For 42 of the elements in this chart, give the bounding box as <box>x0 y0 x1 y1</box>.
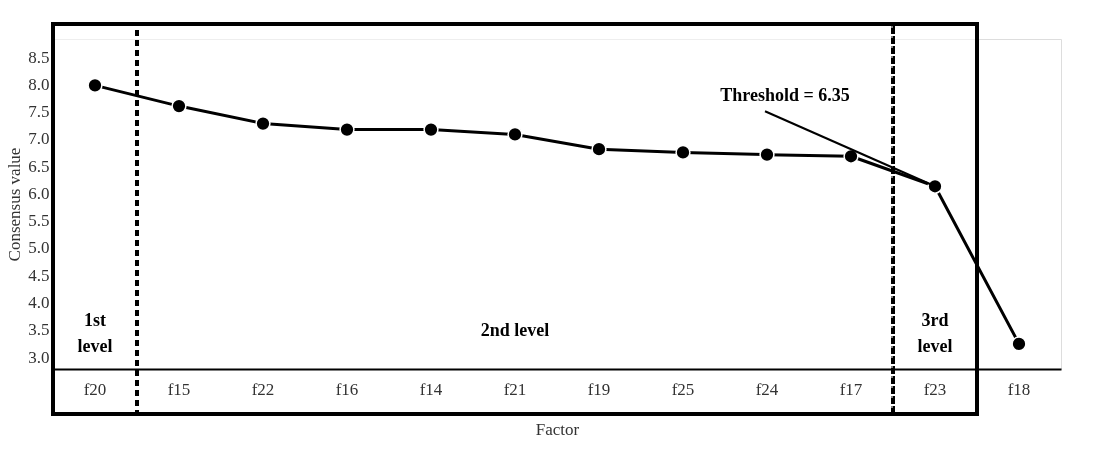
band-label: 3rd level <box>917 310 953 356</box>
band-label: 1st level <box>77 310 113 356</box>
point <box>927 178 943 194</box>
x-tick-label: f23 <box>923 379 947 399</box>
y-tick-label: 7.0 <box>28 129 50 149</box>
point <box>423 121 439 138</box>
x-tick-label: f16 <box>335 379 359 399</box>
band-label: 2nd level <box>480 320 550 340</box>
x-tick-label: f24 <box>755 379 779 399</box>
x-tick-label: f14 <box>419 379 443 399</box>
point <box>171 98 187 114</box>
x-tick-label: f25 <box>671 379 695 399</box>
point <box>591 141 607 157</box>
point <box>507 126 523 143</box>
point <box>1011 336 1027 352</box>
point <box>255 115 271 132</box>
x-tick-label: f20 <box>83 379 107 399</box>
y-axis-title: Consensus value <box>5 147 25 262</box>
point <box>843 148 859 164</box>
x-tick-label: f15 <box>167 379 191 399</box>
y-tick-label: 4.0 <box>28 292 50 312</box>
y-tick-label: 6.5 <box>28 156 50 176</box>
x-tick-label: f17 <box>839 379 863 399</box>
point <box>87 77 103 93</box>
x-tick-label: f22 <box>251 379 275 399</box>
y-tick-label: 8.0 <box>28 74 50 94</box>
y-tick-label: 7.5 <box>28 102 50 122</box>
x-tick-label: f18 <box>1007 379 1031 399</box>
point <box>759 147 775 163</box>
y-tick-label: 3.5 <box>28 320 50 340</box>
x-axis-title: Factor <box>535 419 580 439</box>
x-tick-label: f19 <box>587 379 611 399</box>
point <box>675 144 691 161</box>
x-tick-label: f21 <box>503 379 527 399</box>
y-tick-label: 4.5 <box>28 265 50 285</box>
y-tick-label: 6.0 <box>28 183 50 203</box>
y-tick-label: 3.0 <box>28 347 50 367</box>
y-tick-label: 5.0 <box>28 238 50 258</box>
y-tick-label: 8.5 <box>28 47 50 67</box>
annotation: Threshold = 6.35 <box>720 85 850 106</box>
point <box>339 121 355 138</box>
y-tick-label: 5.5 <box>28 211 50 231</box>
